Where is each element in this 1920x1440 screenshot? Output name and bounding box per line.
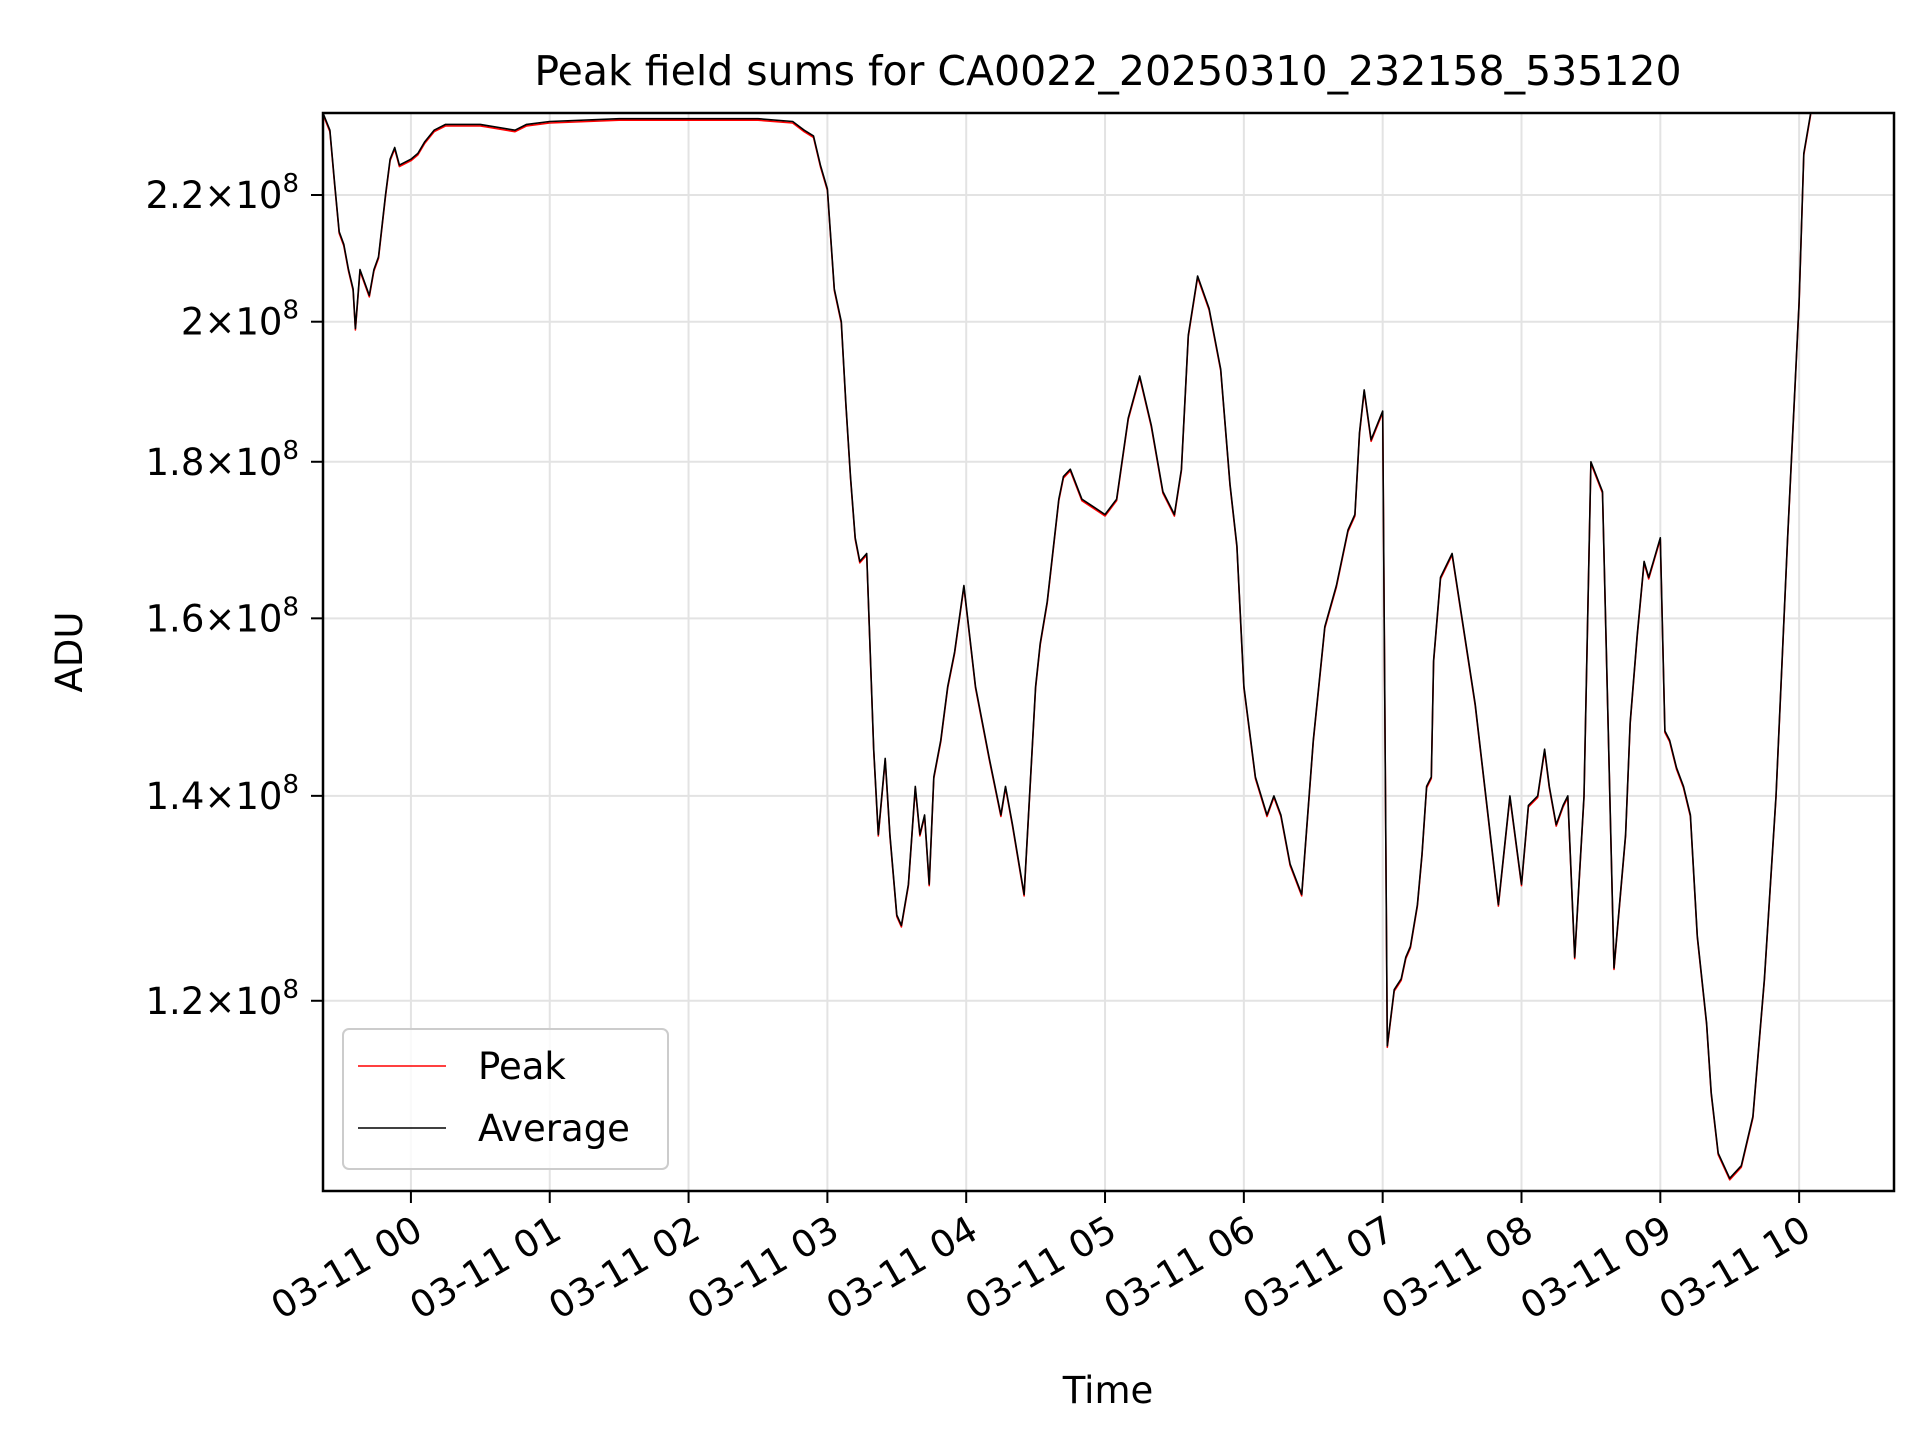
plot-frame [321,111,1896,1193]
legend-box [342,1028,669,1170]
y-tick-label: 1.4×108 [146,770,299,818]
y-tick-label: 1.6×108 [146,592,299,640]
y-tick-label: 1.2×108 [146,975,299,1023]
legend-peak-label: Peak [478,1045,566,1088]
y-tick-label: 1.8×108 [146,436,299,484]
grid [323,113,1894,1191]
x-axis-label: Time [1062,1369,1154,1412]
legend: Peak Average [342,1028,669,1170]
y-tick-label: 2×108 [181,296,299,344]
legend-average-label: Average [478,1107,630,1150]
chart-title: Peak field sums for CA0022_20250310_2321… [534,47,1681,95]
y-axis-label: ADU [48,612,91,693]
series-line-average [322,112,1812,1180]
y-tick-label: 2.2×108 [146,169,299,217]
plot-lines [322,112,1812,1181]
y-axis-ticks: 1.2×108 1.4×108 1.6×108 1.8×108 2×108 2.2×108 [146,169,323,1023]
